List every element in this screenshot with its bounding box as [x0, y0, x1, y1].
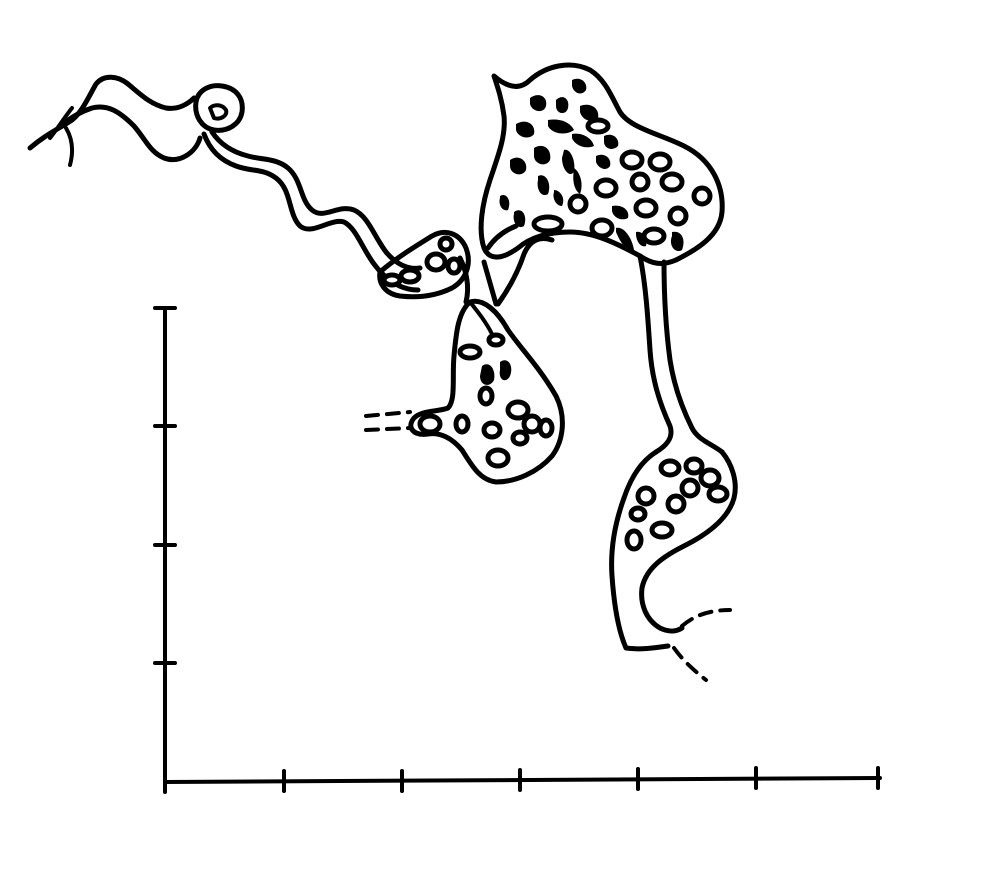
- winding-passage: [201, 129, 423, 293]
- x-axis: [163, 766, 882, 794]
- y-axis: [153, 306, 177, 784]
- middle-small-chamber: [377, 230, 471, 300]
- large-upper-chamber: [478, 62, 725, 266]
- lower-middle-chamber: [408, 298, 565, 485]
- connecting-neck: [457, 223, 555, 307]
- lower-right-dashed-extension: [672, 608, 732, 682]
- lower-middle-dashed-extension: [364, 410, 412, 432]
- top-left-chamber: [193, 83, 245, 133]
- left-stream-channel: [27, 74, 203, 167]
- lower-right-chamber: [609, 449, 738, 652]
- descending-passage: [637, 253, 725, 455]
